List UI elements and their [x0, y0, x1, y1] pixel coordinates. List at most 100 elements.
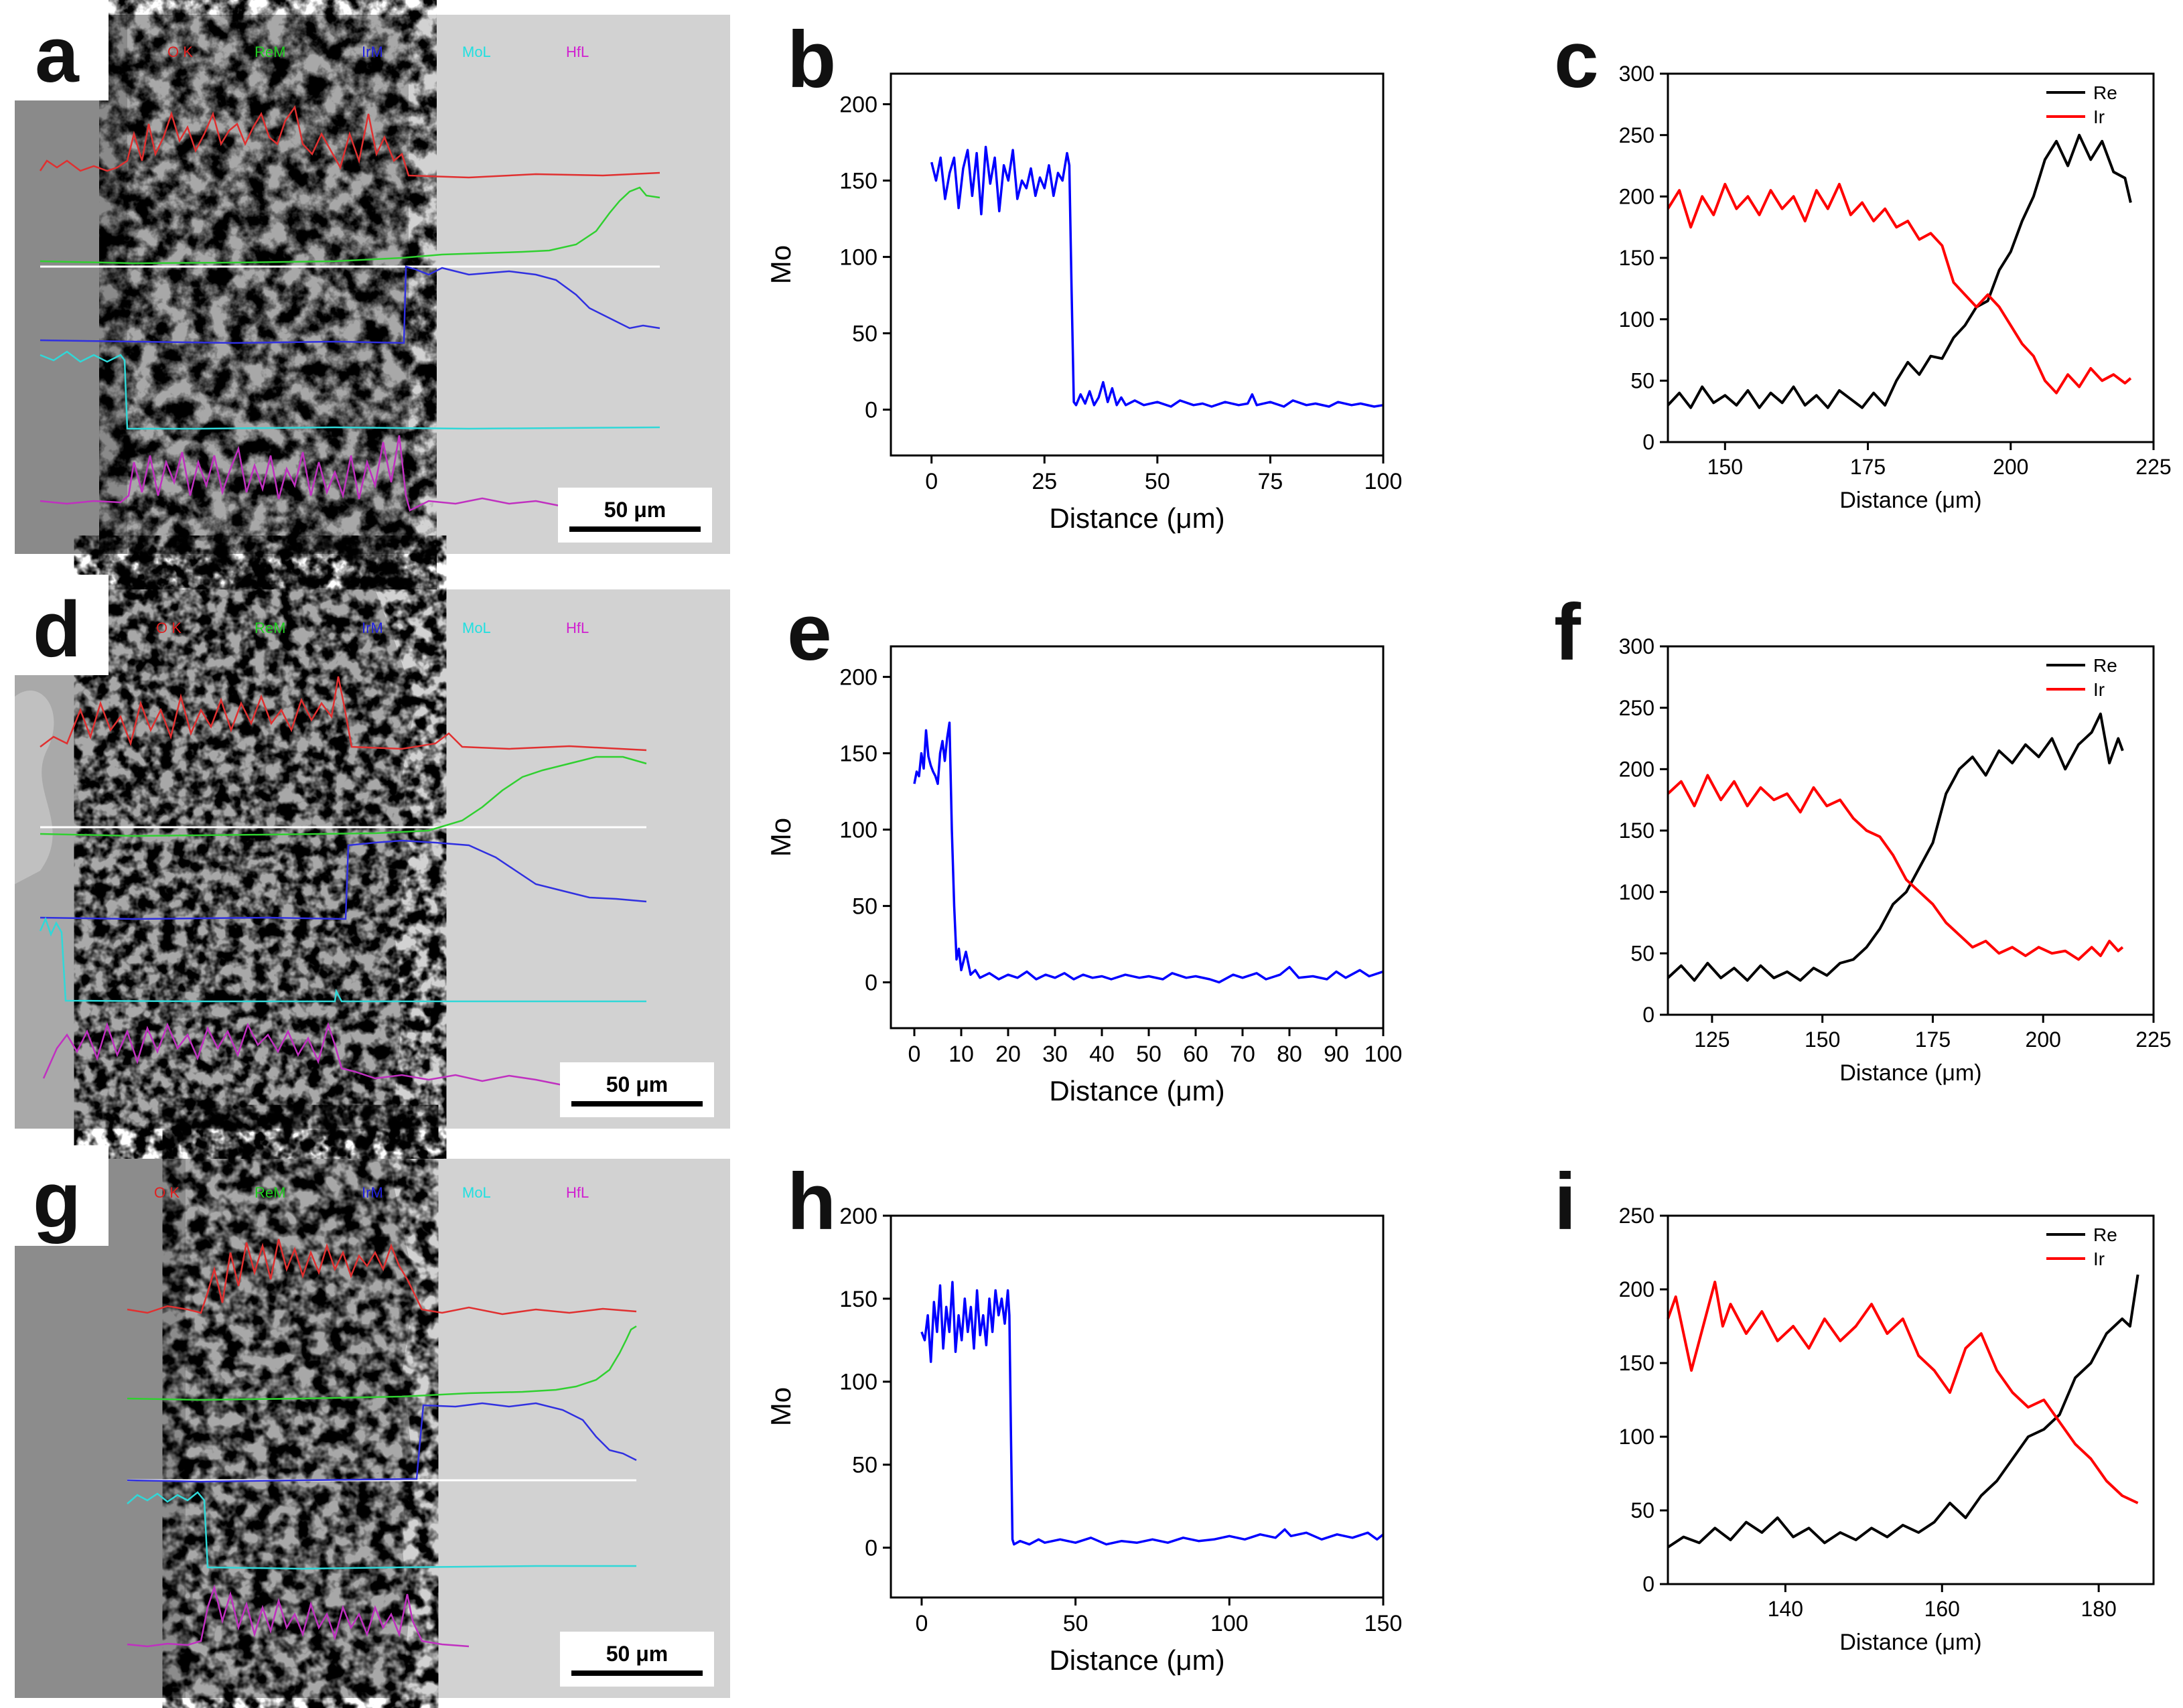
- panel-label: e: [787, 587, 832, 677]
- x-tick-label: 10: [948, 1042, 974, 1067]
- y-tick-label: 50: [852, 894, 877, 920]
- x-axis-label: Distance (μm): [1839, 1630, 1981, 1655]
- scale-bar-label: 50 μm: [606, 1642, 668, 1666]
- panel-label: c: [1554, 15, 1599, 104]
- element-label-mo: MoL: [462, 620, 491, 636]
- legend-label-re: Re: [2093, 82, 2117, 103]
- plot-frame: [1667, 1214, 2155, 1585]
- sem-porosity: [127, 15, 409, 554]
- y-tick-label: 100: [1619, 880, 1654, 904]
- y-tick-label: 100: [1619, 307, 1654, 332]
- scale-bar-label: 50 μm: [604, 498, 666, 522]
- x-tick-label: 0: [915, 1611, 928, 1636]
- series-line-re: [1667, 133, 2132, 409]
- legend-label-ir: Ir: [2093, 679, 2105, 700]
- x-tick-label: 225: [2135, 455, 2171, 479]
- sem-substrate: [15, 15, 127, 554]
- y-tick-label: 200: [839, 92, 877, 118]
- chart-panel-e: e 0 10 20 30 40 50 60 70 80 90 100 0 50 100 150 200 Dist…: [765, 587, 1402, 1107]
- panel-label: i: [1554, 1157, 1576, 1247]
- y-axis-label: Mo: [765, 818, 796, 857]
- x-tick-label: 175: [1915, 1027, 1951, 1052]
- y-tick-label: 250: [1619, 123, 1654, 147]
- sem-porosity: [186, 1159, 415, 1698]
- panel-label: a: [35, 11, 80, 99]
- hf-linescan: [40, 435, 660, 512]
- mo-linescan: [40, 350, 660, 430]
- x-tick-label: 150: [1364, 1611, 1403, 1636]
- x-tick-label: 30: [1042, 1042, 1068, 1067]
- y-tick-label: 100: [839, 245, 877, 271]
- y-tick-label: 250: [1619, 696, 1654, 720]
- y-tick-label: 150: [1619, 819, 1654, 843]
- series-line-ir: [1667, 1281, 2139, 1504]
- element-label-ir: IrM: [362, 620, 383, 636]
- y-tick-label: 0: [865, 398, 877, 423]
- ir-linescan: [40, 265, 660, 344]
- re-linescan: [127, 1325, 637, 1401]
- hf-linescan: [127, 1584, 470, 1648]
- y-tick-label: 0: [1642, 1003, 1654, 1027]
- x-tick-label: 100: [1210, 1611, 1249, 1636]
- x-tick-label: 175: [1850, 455, 1886, 479]
- re-linescan: [40, 756, 647, 837]
- o-linescan: [40, 676, 647, 752]
- element-label-mo: MoL: [462, 1184, 491, 1201]
- y-tick-label: 200: [1619, 758, 1654, 782]
- y-axis-label: Mo: [765, 1387, 796, 1426]
- panel-label-bg: [0, 0, 109, 100]
- y-tick-label: 50: [1630, 1498, 1654, 1522]
- panel-label-bg: [0, 575, 109, 675]
- y-tick-label: 150: [839, 741, 877, 767]
- y-tick-label: 0: [1642, 430, 1654, 454]
- chart-h: 0 50 100 150 0 50 100 150 200 Distance (μm) Mo: [765, 1204, 1402, 1676]
- x-tick-label: 25: [1032, 469, 1057, 494]
- element-label-o: O K: [156, 620, 182, 636]
- scale-bar-label: 50 μm: [606, 1072, 668, 1096]
- y-tick-label: 0: [865, 1536, 877, 1561]
- sem-porosity: [105, 589, 415, 1129]
- element-label-o: O K: [154, 1184, 180, 1201]
- y-axis-label: Mo: [765, 245, 796, 284]
- chart-f: 125 150 175 200 225 0 50 100 150 200 250 300 Distanc…: [1619, 634, 2172, 1086]
- hf-linescan: [42, 1021, 563, 1086]
- x-tick-label: 20: [995, 1042, 1021, 1067]
- sem-panel-a: a O K ReM IrM MoL HfL 50 μm: [0, 0, 730, 554]
- x-tick-label: 80: [1277, 1042, 1302, 1067]
- element-label-re: ReM: [255, 44, 285, 60]
- x-tick-label: 225: [2135, 1027, 2171, 1052]
- legend-label-ir: Ir: [2093, 1249, 2105, 1269]
- y-tick-label: 150: [1619, 1351, 1654, 1375]
- sem-substrate-texture: [15, 691, 54, 884]
- y-tick-label: 0: [865, 971, 877, 996]
- sem-panel-g: g O K ReM IrM MoL HfL 50 μm: [0, 1145, 730, 1698]
- chart-panel-b: b 0 25 50 75 100 0 50 100 150 200 Distance (μm) Mo: [765, 15, 1402, 534]
- y-tick-label: 100: [839, 1370, 877, 1395]
- y-tick-label: 200: [839, 665, 877, 691]
- sem-substrate: [15, 1159, 186, 1698]
- x-tick-label: 100: [1364, 1042, 1403, 1067]
- x-tick-label: 180: [2081, 1597, 2116, 1621]
- re-linescan: [40, 186, 660, 265]
- x-tick-label: 75: [1258, 469, 1283, 494]
- x-axis-label: Distance (μm): [1049, 1075, 1224, 1107]
- sem-panel-d: d O K ReM IrM MoL HfL 50 μm: [0, 575, 730, 1129]
- series-line-ir: [1667, 774, 2124, 961]
- y-tick-label: 200: [839, 1204, 877, 1229]
- element-label-hf: HfL: [566, 44, 589, 60]
- chart-panel-c: c 150 175 200 225 0 50 100 150 200 250 300 Distance…: [1554, 15, 2172, 513]
- chart-e: 0 10 20 30 40 50 60 70 80 90 100 0 50 100 150 200 Distan…: [765, 645, 1403, 1107]
- element-label-hf: HfL: [566, 620, 589, 636]
- y-tick-label: 100: [1619, 1425, 1654, 1449]
- panel-label: g: [33, 1156, 81, 1244]
- y-tick-label: 50: [852, 322, 877, 347]
- panel-label: d: [33, 585, 81, 674]
- x-tick-label: 70: [1230, 1042, 1255, 1067]
- mo-linescan: [39, 916, 646, 1003]
- x-tick-label: 90: [1324, 1042, 1349, 1067]
- o-linescan: [39, 104, 660, 179]
- x-tick-label: 0: [908, 1042, 921, 1067]
- x-axis-label: Distance (μm): [1049, 502, 1224, 534]
- panel-label: b: [787, 15, 836, 104]
- plot-frame: [890, 72, 1385, 457]
